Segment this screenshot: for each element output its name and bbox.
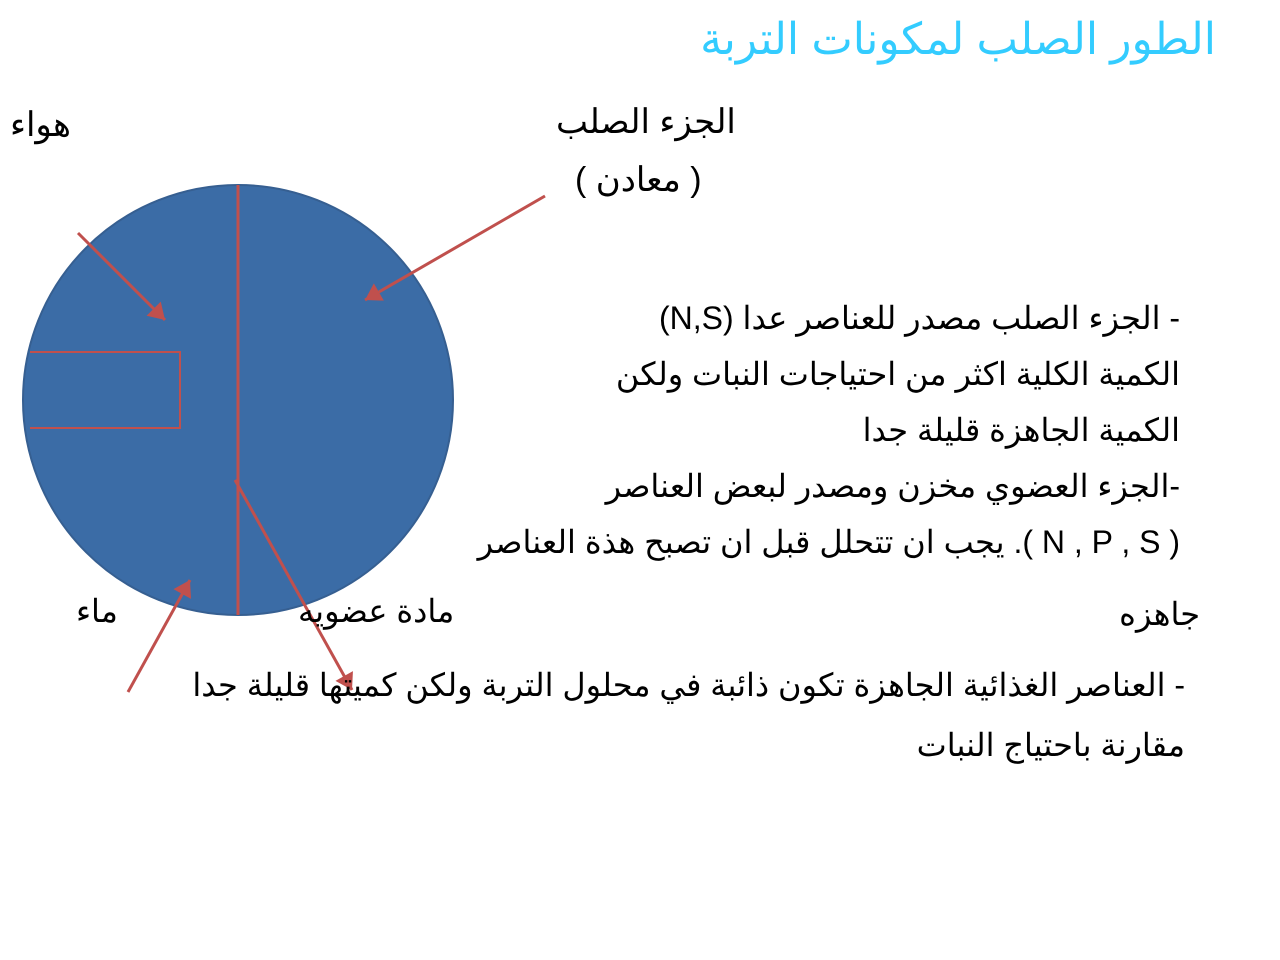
body-text: - الجزء الصلب مصدر للعناصر عدا (N,S)الكم… — [460, 290, 1180, 570]
label-water: ماء — [76, 592, 118, 630]
label-solid-2: ( معادن ) — [575, 160, 702, 200]
label-organic: مادة عضويه — [298, 592, 454, 630]
body-ready: جاهزه — [1060, 595, 1200, 633]
body-line: - الجزء الصلب مصدر للعناصر عدا (N,S) — [460, 290, 1180, 346]
pie-circle — [23, 185, 453, 615]
label-air: هواء — [10, 105, 71, 145]
inner-box — [30, 352, 180, 428]
label-solid-1: الجزء الصلب — [556, 102, 736, 142]
body-line: الكمية الجاهزة قليلة جدا — [460, 402, 1180, 458]
solid-arrow-head — [365, 283, 384, 300]
body-line: الكمية الكلية اكثر من احتياجات النبات ول… — [460, 346, 1180, 402]
air-arrow — [78, 233, 165, 320]
water-arrow-head — [174, 580, 191, 599]
body-final: - العناصر الغذائية الجاهزة تكون ذائبة في… — [100, 655, 1185, 775]
page-title: الطور الصلب لمكونات التربة — [656, 14, 1216, 65]
body-line: -الجزء العضوي مخزن ومصدر لبعض العناصر — [460, 458, 1180, 514]
body-line: ( N , P , S ). يجب ان تتحلل قبل ان تصبح … — [460, 514, 1180, 570]
solid-arrow — [365, 196, 545, 300]
air-arrow-head — [147, 302, 165, 320]
